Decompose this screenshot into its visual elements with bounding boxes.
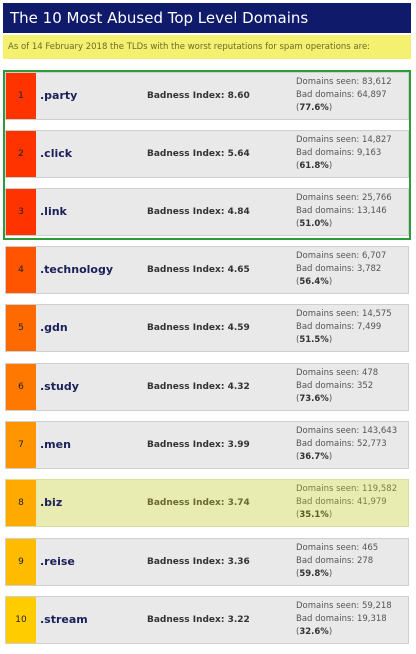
domains-seen: Domains seen: 14,827	[296, 135, 392, 145]
page-title: The 10 Most Abused Top Level Domains	[3, 3, 411, 33]
badness-index: Badness Index: 5.64	[147, 149, 250, 159]
bad-domains: Bad domains: 41,979	[296, 497, 387, 507]
domains-seen: Domains seen: 143,643	[296, 426, 398, 436]
rank-badge: 1	[6, 73, 36, 119]
rank-badge: 10	[6, 597, 36, 643]
domain-stats: Domains seen: 14,827 Bad domains: 9,163 (6…	[296, 134, 408, 173]
domain-stats: Domains seen: 14,575 Bad domains: 7,499 (5…	[296, 308, 408, 347]
bad-domains: Bad domains: 19,318	[296, 614, 387, 624]
tld-name: .reise	[40, 555, 75, 568]
tld-row-party: 1 .party Badness Index: 8.60 Domains seen: …	[5, 72, 409, 120]
bad-domains: Bad domains: 3,782	[296, 264, 382, 274]
tld-row-men: 7 .men Badness Index: 3.99 Domains seen: 14…	[5, 421, 409, 469]
badness-index: Badness Index: 3.36	[147, 557, 250, 567]
tld-name: .technology	[40, 263, 114, 276]
badness-index: Badness Index: 3.74	[147, 498, 250, 508]
tld-row-biz: 8 .biz Badness Index: 3.74 Domains seen: 11…	[5, 479, 409, 527]
bad-percentage: (35.1%)	[296, 510, 333, 520]
bad-domains: Bad domains: 52,773	[296, 439, 387, 449]
domain-stats: Domains seen: 25,766 Bad domains: 13,146 (…	[296, 192, 408, 231]
bad-percentage: (59.8%)	[296, 569, 333, 579]
tld-row-link: 3 .link Badness Index: 4.84 Domains seen: 2…	[5, 188, 409, 236]
tld-name: .party	[40, 89, 78, 102]
bad-domains: Bad domains: 13,146	[296, 206, 387, 216]
domain-stats: Domains seen: 119,582 Bad domains: 41,979…	[296, 483, 408, 522]
tld-name: .biz	[40, 496, 63, 509]
domains-seen: Domains seen: 465	[296, 543, 379, 553]
domain-stats: Domains seen: 465 Bad domains: 278 (59.8%)	[296, 542, 408, 581]
domains-seen: Domains seen: 6,707	[296, 251, 387, 261]
domain-stats: Domains seen: 478 Bad domains: 352 (73.6%)	[296, 367, 408, 406]
tld-name: .click	[40, 147, 73, 160]
domains-seen: Domains seen: 59,218	[296, 601, 392, 611]
tld-row-gdn: 5 .gdn Badness Index: 4.59 Domains seen: 14…	[5, 304, 409, 352]
bad-percentage: (51.0%)	[296, 219, 333, 229]
tld-name: .gdn	[40, 321, 68, 334]
domain-stats: Domains seen: 59,218 Bad domains: 19,318 (…	[296, 600, 408, 639]
rank-badge: 6	[6, 364, 36, 410]
bad-percentage: (51.5%)	[296, 335, 333, 345]
bad-percentage: (73.6%)	[296, 394, 333, 404]
tld-name: .link	[40, 205, 67, 218]
bad-domains: Bad domains: 9,163	[296, 148, 382, 158]
badness-index: Badness Index: 4.59	[147, 323, 250, 333]
tld-row-study: 6 .study Badness Index: 4.32 Domains seen: …	[5, 363, 409, 411]
rank-badge: 5	[6, 305, 36, 351]
bad-domains: Bad domains: 64,897	[296, 90, 387, 100]
rank-badge: 9	[6, 539, 36, 585]
bad-domains: Bad domains: 278	[296, 556, 374, 566]
domain-stats: Domains seen: 83,612 Bad domains: 64,897 (…	[296, 76, 408, 115]
tld-row-stream: 10 .stream Badness Index: 3.22 Domains seen…	[5, 596, 409, 644]
badness-index: Badness Index: 3.99	[147, 440, 250, 450]
bad-percentage: (32.6%)	[296, 627, 333, 637]
tld-name: .men	[40, 438, 71, 451]
tld-row-technology: 4 .technology Badness Index: 4.65 Domains s…	[5, 246, 409, 294]
bad-percentage: (56.4%)	[296, 277, 333, 287]
bad-percentage: (61.8%)	[296, 161, 333, 171]
domains-seen: Domains seen: 478	[296, 368, 379, 378]
tld-row-reise: 9 .reise Badness Index: 3.36 Domains seen: …	[5, 538, 409, 586]
domain-stats: Domains seen: 6,707 Bad domains: 3,782 (56…	[296, 250, 408, 289]
domains-seen: Domains seen: 25,766	[296, 193, 392, 203]
domain-stats: Domains seen: 143,643 Bad domains: 52,773…	[296, 425, 408, 464]
rank-badge: 7	[6, 422, 36, 468]
bad-percentage: (36.7%)	[296, 452, 333, 462]
badness-index: Badness Index: 4.65	[147, 265, 250, 275]
bad-domains: Bad domains: 352	[296, 381, 374, 391]
tld-row-click: 2 .click Badness Index: 5.64 Domains seen: …	[5, 130, 409, 178]
domains-seen: Domains seen: 119,582	[296, 484, 398, 494]
badness-index: Badness Index: 4.84	[147, 207, 250, 217]
domains-seen: Domains seen: 14,575	[296, 309, 392, 319]
tld-name: .study	[40, 380, 79, 393]
tld-name: .stream	[40, 613, 88, 626]
rank-badge: 4	[6, 247, 36, 293]
rank-badge: 3	[6, 189, 36, 235]
date-subtitle: As of 14 February 2018 the TLDs with the…	[3, 35, 411, 59]
badness-index: Badness Index: 4.32	[147, 382, 250, 392]
rank-badge: 2	[6, 131, 36, 177]
domains-seen: Domains seen: 83,612	[296, 77, 392, 87]
badness-index: Badness Index: 3.22	[147, 615, 250, 625]
bad-percentage: (77.6%)	[296, 103, 333, 113]
rank-badge: 8	[6, 480, 36, 526]
badness-index: Badness Index: 8.60	[147, 91, 250, 101]
bad-domains: Bad domains: 7,499	[296, 322, 382, 332]
